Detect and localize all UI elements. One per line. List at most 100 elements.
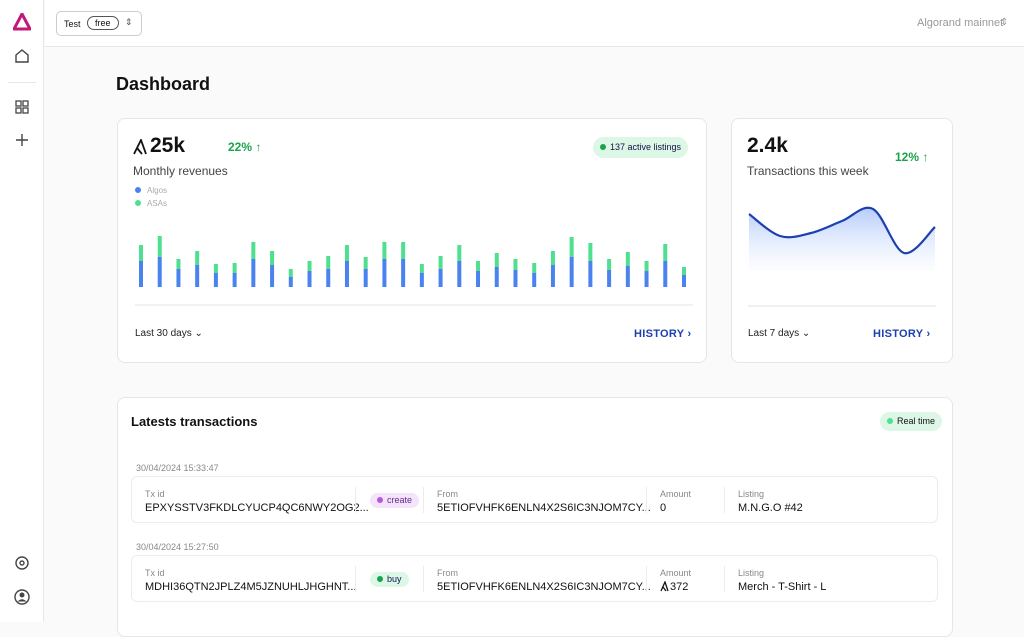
workspace: Test <box>64 19 81 29</box>
bar <box>344 261 349 287</box>
revenue-card: 25k 22% ↑ Monthly revenues 137 active li… <box>117 118 707 363</box>
bar <box>588 261 593 287</box>
week-chart <box>748 206 936 307</box>
bar <box>588 243 593 261</box>
bar <box>195 265 200 287</box>
week-change: 12% ↑ <box>895 150 929 164</box>
bar <box>232 273 237 287</box>
kind-badge: create <box>370 493 420 508</box>
bar <box>419 264 424 273</box>
line <box>748 206 936 255</box>
bar <box>438 256 443 269</box>
sidebar <box>0 0 44 622</box>
topbar: Test free ⇕ Algorand mainnet ⇕ <box>45 0 1024 47</box>
period-select[interactable]: Last 7 days ⌄ <box>748 328 811 339</box>
bar <box>213 273 218 287</box>
change: 12% <box>895 150 920 164</box>
legend-dot <box>135 187 141 193</box>
bar <box>270 251 275 265</box>
bar <box>326 256 331 269</box>
home-icon[interactable] <box>15 49 29 63</box>
revenue-label: Monthly revenues <box>133 164 228 178</box>
bar <box>625 252 630 266</box>
legend-label: Algos <box>147 186 167 195</box>
period-select[interactable]: Last 30 days ⌄ <box>135 328 203 339</box>
bar <box>682 267 686 275</box>
bar <box>663 261 668 287</box>
bar <box>270 265 275 287</box>
settings-icon[interactable] <box>14 555 30 571</box>
label: Tx id <box>145 568 165 578</box>
history: HISTORY <box>634 328 685 340</box>
account-icon[interactable] <box>14 589 30 605</box>
listings-badge: 137 active listings <box>593 137 689 158</box>
period: Last 30 days <box>135 328 192 339</box>
revenue-chart: Algos ASAs <box>135 186 693 306</box>
bar <box>494 253 499 267</box>
history-link[interactable]: HISTORY › <box>634 328 692 340</box>
timestamp: 30/04/2024 15:27:50 <box>136 542 219 552</box>
bar <box>307 261 312 271</box>
history-link[interactable]: HISTORY › <box>873 328 931 340</box>
bar <box>644 261 649 271</box>
tx-id: MDHI36QTN2JPLZ4M5JZNUHLJHGHNT... <box>145 581 357 593</box>
label: Amount <box>660 489 692 499</box>
add-icon[interactable] <box>15 133 29 147</box>
amount: 0 <box>660 502 667 514</box>
grid-icon[interactable] <box>15 100 29 114</box>
bar <box>457 261 462 287</box>
listing: Merch - T-Shirt - L <box>738 581 827 593</box>
label: Listing <box>738 568 765 578</box>
label: Amount <box>660 568 692 578</box>
bar <box>288 269 293 277</box>
bar <box>307 271 312 287</box>
bar <box>494 267 499 287</box>
from: 5ETIOFVHFK6ENLN4X2S6IC3NJOM7CY... <box>437 581 651 593</box>
realtime-badge: Real time <box>880 412 943 431</box>
bar <box>363 269 368 287</box>
period: Last 7 days <box>748 328 800 339</box>
bar <box>644 271 649 287</box>
bar <box>139 261 143 287</box>
transactions-title: Latests transactions <box>131 414 258 429</box>
transaction-row[interactable]: Tx id MDHI36QTN2JPLZ4M5JZNUHLJHGHNT... b… <box>131 555 938 602</box>
week-card: 2.4k Transactions this week 12% ↑ Last 7… <box>731 118 953 363</box>
bar <box>663 244 668 261</box>
bar <box>382 242 387 259</box>
bar <box>213 264 218 273</box>
kind-badge: buy <box>370 572 409 587</box>
logo[interactable] <box>13 13 31 31</box>
network[interactable]: Algorand mainnet <box>917 17 1004 29</box>
transaction-row[interactable]: Tx id EPXYSSTV3FKDLCYUCP4QC6NWY2OG2... c… <box>131 476 938 523</box>
bar <box>288 277 293 287</box>
bar <box>344 245 349 261</box>
bar <box>176 259 181 269</box>
badge: Real time <box>897 416 936 426</box>
revenue-value: 25k <box>150 134 186 157</box>
badge: 137 active listings <box>610 142 682 152</box>
bar <box>532 273 537 287</box>
bar <box>326 269 331 287</box>
workspace-select[interactable]: Test free ⇕ <box>56 11 142 36</box>
listing: M.N.G.O #42 <box>738 502 803 514</box>
bar <box>419 273 424 287</box>
from: 5ETIOFVHFK6ENLN4X2S6IC3NJOM7CY... <box>437 502 651 514</box>
bar <box>476 271 481 287</box>
bar <box>157 236 162 257</box>
bar <box>401 242 406 259</box>
bar <box>157 257 162 287</box>
bar <box>195 251 200 265</box>
label: Listing <box>738 489 765 499</box>
kind: buy <box>387 574 402 584</box>
bar <box>251 242 256 259</box>
bar <box>382 259 387 287</box>
bar <box>139 245 143 261</box>
area <box>749 207 935 271</box>
legend-label: ASAs <box>147 199 167 208</box>
revenue-change: 22% ↑ <box>228 140 262 154</box>
label: From <box>437 489 458 499</box>
week-label: Transactions this week <box>747 164 869 178</box>
bar <box>438 269 443 287</box>
history: HISTORY <box>873 328 924 340</box>
